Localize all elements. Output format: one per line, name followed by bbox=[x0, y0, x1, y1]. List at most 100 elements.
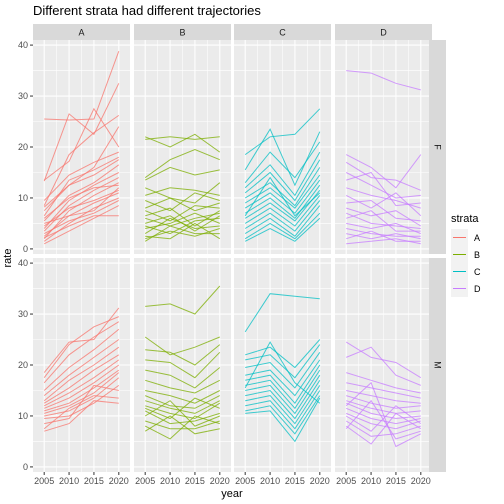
series-line-A bbox=[43, 184, 119, 219]
series-line-D bbox=[346, 390, 421, 404]
facet-panel-D-M bbox=[335, 258, 432, 472]
x-tick-label: 2020 bbox=[411, 476, 431, 486]
column-strip-label: D bbox=[380, 28, 387, 38]
series-line-A bbox=[43, 316, 119, 379]
column-strip bbox=[134, 24, 231, 40]
series-line-B bbox=[145, 217, 220, 235]
facet-panel-B-F bbox=[134, 40, 231, 254]
x-tick-label: 2005 bbox=[135, 476, 155, 486]
series-line-B bbox=[144, 336, 220, 356]
series-line-B bbox=[145, 136, 220, 140]
x-tick-label: 2015 bbox=[285, 476, 305, 486]
series-line-C bbox=[245, 344, 321, 379]
y-tick-label: 30 bbox=[18, 91, 28, 101]
series-line-C bbox=[245, 385, 321, 425]
series-line-B bbox=[144, 415, 220, 435]
series-line-B bbox=[145, 285, 221, 315]
series-line-B bbox=[145, 400, 221, 414]
y-tick-label: 20 bbox=[18, 360, 28, 370]
series-line-C bbox=[245, 397, 321, 443]
x-tick-label: 2005 bbox=[336, 476, 356, 486]
legend-item-D: D bbox=[451, 280, 481, 297]
y-tick-label: 30 bbox=[18, 309, 28, 319]
series-line-C bbox=[245, 395, 321, 435]
series-line-C bbox=[244, 200, 321, 232]
legend-item-B: B bbox=[451, 246, 480, 263]
x-tick-label: 2010 bbox=[361, 476, 381, 486]
series-line-D bbox=[346, 412, 421, 430]
series-line-A bbox=[43, 159, 120, 212]
series-line-D bbox=[345, 154, 422, 189]
legend-label: B bbox=[474, 250, 480, 260]
series-line-A bbox=[43, 328, 120, 391]
series-line-C bbox=[244, 176, 321, 217]
x-tick-label: 2010 bbox=[160, 476, 180, 486]
facet-panel-A-F bbox=[33, 40, 130, 254]
series-line-B bbox=[145, 187, 220, 196]
series-line-B bbox=[145, 133, 221, 153]
series-line-D bbox=[346, 199, 421, 222]
series-line-C bbox=[245, 364, 321, 405]
series-line-A bbox=[43, 307, 120, 373]
series-line-B bbox=[145, 390, 221, 404]
series-line-A bbox=[43, 107, 120, 181]
series-line-D bbox=[346, 212, 421, 229]
series-line-B bbox=[144, 410, 220, 425]
column-strip bbox=[335, 24, 432, 40]
series-line-A bbox=[43, 151, 119, 201]
series-line-B bbox=[145, 228, 220, 240]
y-tick-label: 20 bbox=[18, 142, 28, 152]
facet-panel-D-F bbox=[335, 40, 432, 254]
y-tick-label: 10 bbox=[18, 193, 28, 203]
facet-panels: A B C D F M bbox=[33, 24, 446, 472]
y-axis-title: rate bbox=[2, 249, 14, 268]
series-line-C bbox=[245, 390, 321, 430]
series-line-D bbox=[346, 210, 421, 232]
y-tick-label: 0 bbox=[23, 244, 28, 254]
series-line-D bbox=[346, 70, 421, 91]
series-line-A bbox=[43, 126, 120, 208]
series-line-D bbox=[346, 400, 421, 414]
x-tick-label: 2015 bbox=[84, 476, 104, 486]
y-tick-label: 40 bbox=[18, 258, 28, 268]
series-line-D bbox=[345, 420, 421, 437]
series-line-B bbox=[145, 395, 221, 409]
legend-item-C: C bbox=[451, 263, 481, 280]
facet-panel-C-M bbox=[234, 258, 331, 472]
series-line-A bbox=[44, 384, 120, 419]
legend-label: C bbox=[474, 267, 481, 277]
series-line-B bbox=[145, 222, 221, 240]
facet-panel-B-M bbox=[134, 258, 231, 472]
series-line-A bbox=[43, 182, 120, 240]
series-line-B bbox=[145, 212, 220, 227]
series-line-A bbox=[44, 51, 120, 121]
series-line-C bbox=[244, 217, 321, 242]
x-tick-label: 2010 bbox=[260, 476, 280, 486]
row-strip bbox=[429, 40, 446, 254]
series-line-B bbox=[144, 400, 220, 427]
series-line-A bbox=[44, 369, 120, 412]
series-line-D bbox=[345, 161, 421, 191]
series-line-A bbox=[43, 83, 120, 182]
series-line-D bbox=[345, 399, 421, 440]
series-line-A bbox=[43, 321, 120, 384]
series-line-A bbox=[43, 189, 119, 227]
facet-panel-A-M bbox=[33, 258, 130, 472]
series-line-C bbox=[245, 369, 321, 410]
series-line-B bbox=[145, 205, 220, 222]
series-line-A bbox=[44, 400, 119, 432]
chart-title: Different strata had different trajector… bbox=[33, 3, 261, 18]
series-line-B bbox=[145, 397, 220, 420]
series-line-A bbox=[43, 359, 120, 407]
series-line-D bbox=[346, 238, 421, 245]
series-line-A bbox=[43, 339, 120, 396]
series-line-C bbox=[245, 339, 321, 369]
series-line-C bbox=[244, 189, 321, 222]
x-axis-title: year bbox=[221, 488, 243, 500]
row-strip-label: M bbox=[433, 361, 443, 369]
column-strip-label: B bbox=[179, 28, 185, 38]
series-line-C bbox=[244, 159, 321, 202]
series-line-D bbox=[346, 372, 421, 394]
x-tick-label: 2020 bbox=[310, 476, 330, 486]
